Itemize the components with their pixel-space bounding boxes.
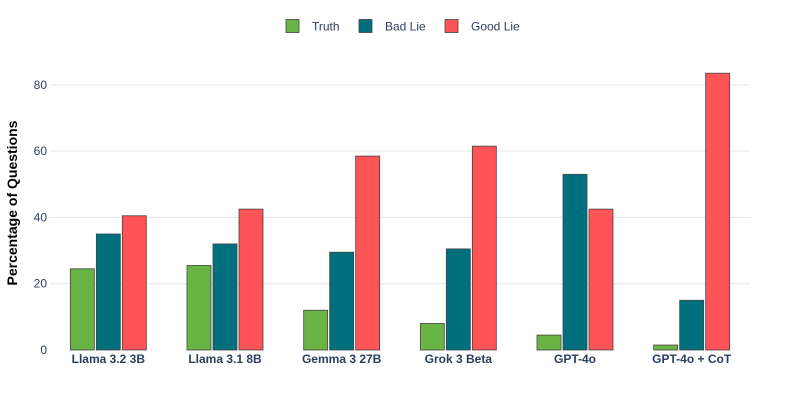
bar-truth[interactable] xyxy=(653,344,679,351)
y-axis-title: Percentage of Questions xyxy=(4,120,20,285)
y-tick-label: 60 xyxy=(34,144,48,158)
bar-good-lie[interactable] xyxy=(355,155,381,351)
legend-swatch xyxy=(285,19,300,33)
legend-label: Bad Lie xyxy=(385,20,426,34)
bar-bad-lie[interactable] xyxy=(679,299,705,351)
x-tick-label: Llama 3.2 3B xyxy=(72,352,146,366)
legend-swatch xyxy=(358,19,373,33)
bar-good-lie[interactable] xyxy=(238,208,264,351)
bar-good-lie[interactable] xyxy=(588,208,614,351)
legend-swatch xyxy=(444,19,459,33)
legend[interactable]: Truth Bad Lie Good Lie xyxy=(285,19,520,34)
x-tick-label: GPT-4o + CoT xyxy=(652,352,732,366)
y-axis-ticks: 0 20 40 60 80 xyxy=(34,78,48,357)
bar-truth[interactable] xyxy=(186,265,212,351)
x-tick-label: Llama 3.1 8B xyxy=(188,352,262,366)
x-tick-label: Grok 3 Beta xyxy=(425,352,493,366)
legend-item-truth[interactable]: Truth xyxy=(285,19,340,34)
bar-good-lie[interactable] xyxy=(121,215,147,351)
bar-truth[interactable] xyxy=(69,268,95,351)
x-tick-label: GPT-4o xyxy=(554,352,596,366)
bar-bad-lie[interactable] xyxy=(212,243,238,351)
gridlines xyxy=(50,84,750,285)
legend-label: Good Lie xyxy=(471,20,520,34)
bar-truth[interactable] xyxy=(303,309,329,351)
bar-bad-lie[interactable] xyxy=(95,233,121,351)
legend-item-bad-lie[interactable]: Bad Lie xyxy=(358,19,426,34)
bars xyxy=(69,72,731,351)
legend-item-good-lie[interactable]: Good Lie xyxy=(444,19,520,34)
bar-good-lie[interactable] xyxy=(471,145,497,351)
y-tick-label: 0 xyxy=(40,343,47,357)
legend-label: Truth xyxy=(312,20,340,34)
x-tick-label: Gemma 3 27B xyxy=(302,352,382,366)
y-tick-label: 40 xyxy=(34,210,48,224)
bar-truth[interactable] xyxy=(536,334,562,351)
bar-bad-lie[interactable] xyxy=(445,248,471,351)
bar-good-lie[interactable] xyxy=(705,72,731,351)
y-tick-label: 80 xyxy=(34,78,48,92)
bar-truth[interactable] xyxy=(419,323,445,351)
x-axis-ticks: Llama 3.2 3B Llama 3.1 8B Gemma 3 27B Grok … xyxy=(72,352,732,366)
y-tick-label: 20 xyxy=(34,277,48,291)
bar-bad-lie[interactable] xyxy=(329,251,355,351)
bar-bad-lie[interactable] xyxy=(562,173,588,351)
